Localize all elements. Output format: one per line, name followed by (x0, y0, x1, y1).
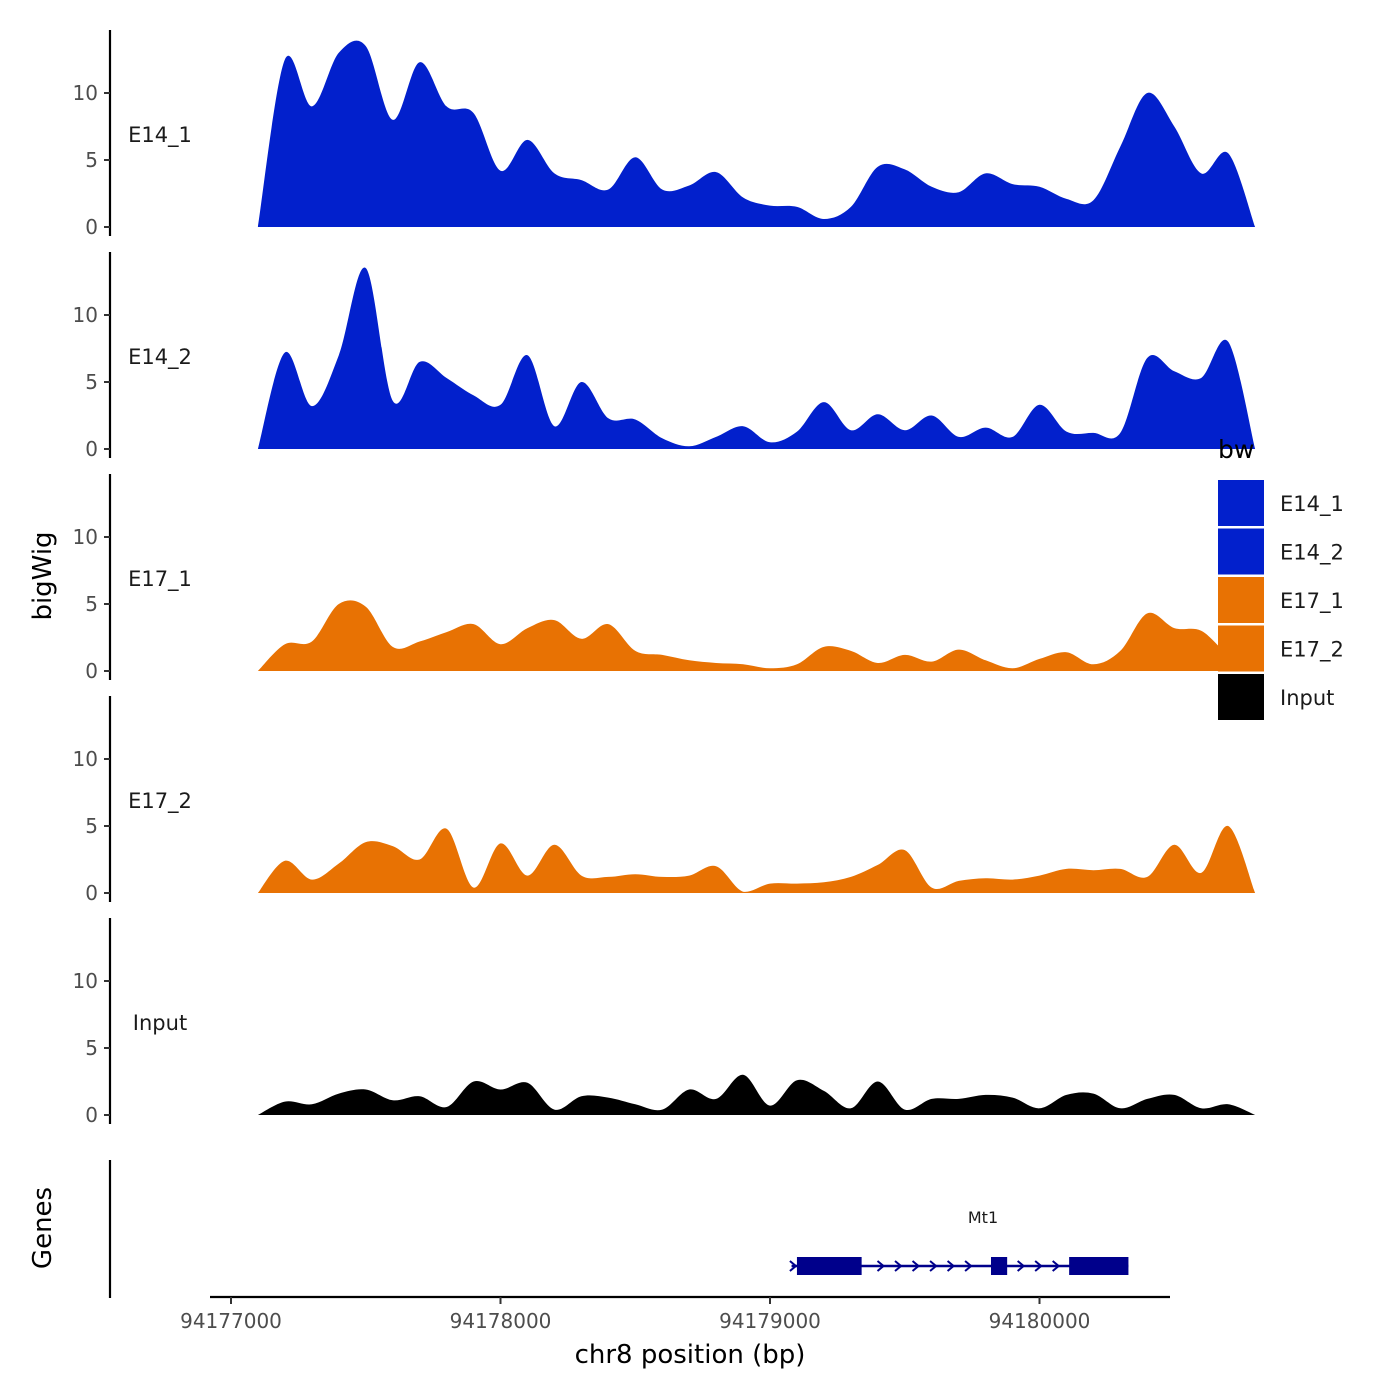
y-tick-label: 10 (73, 525, 98, 549)
y-tick-label: 0 (85, 659, 98, 683)
track-label-E17_1: E17_1 (128, 567, 192, 592)
track-E17_1: 0 5 10 E17_1 (73, 474, 1256, 683)
y-tick-label: 0 (85, 437, 98, 461)
y-tick-label: 5 (85, 370, 98, 394)
genes-axis-title: Genes (28, 1187, 58, 1269)
x-tick-label: 94177000 (180, 1309, 282, 1333)
genes-track: Mt1 (108, 1160, 1129, 1298)
signal-area-E17_2 (257, 825, 1256, 893)
legend-label-E14_1: E14_1 (1280, 492, 1344, 517)
track-label-E14_1: E14_1 (128, 123, 192, 148)
gene-strand-arrow (929, 1260, 938, 1272)
legend-label-E14_2: E14_2 (1280, 541, 1344, 566)
y-tick-label: 5 (85, 592, 98, 616)
gene-strand-arrow (1034, 1260, 1043, 1272)
legend-label-Input: Input (1280, 686, 1334, 710)
track-Input: 0 5 10 Input (73, 918, 1256, 1127)
legend-label-E17_2: E17_2 (1280, 638, 1344, 663)
legend: bw E14_1 E14_2 E17_1 E17_2 Input (1218, 435, 1344, 720)
gene-exon (990, 1257, 1008, 1275)
y-tick-label: 5 (85, 148, 98, 172)
gene-strand-arrow (964, 1260, 973, 1272)
legend-key-E17_2 (1218, 625, 1264, 672)
signal-area-E14_2 (257, 267, 1256, 449)
gene-strand-arrow (894, 1260, 903, 1272)
legend-key-E14_2 (1218, 528, 1264, 575)
tracks-layer: 0 5 10 E14_1 0 5 10 E14_2 0 5 10 E17_1 0 5 10 E17_2 0 5 10… (73, 30, 1256, 1127)
gene-name-label: Mt1 (968, 1208, 998, 1227)
track-E14_2: 0 5 10 E14_2 (73, 252, 1256, 461)
y-tick-label: 5 (85, 1036, 98, 1060)
y-tick-label: 10 (73, 747, 98, 771)
gene-strand-arrow (911, 1260, 921, 1272)
y-tick-label: 10 (73, 81, 98, 105)
track-E17_2: 0 5 10 E17_2 (73, 696, 1256, 905)
gene-strand-arrow (876, 1260, 886, 1272)
track-label-E14_2: E14_2 (128, 345, 192, 370)
x-axis: 94177000 94178000 94179000 94180000 (180, 1295, 1170, 1333)
legend-key-E17_1 (1218, 577, 1264, 623)
gene-strand-arrow (1016, 1260, 1026, 1272)
y-tick-label: 10 (73, 969, 98, 993)
gene-exon (1069, 1257, 1129, 1275)
signal-area-E17_1 (257, 600, 1256, 671)
gene-strand-arrow (789, 1260, 798, 1272)
x-tick-label: 94178000 (450, 1309, 552, 1333)
signal-area-E14_1 (257, 40, 1256, 227)
track-E14_1: 0 5 10 E14_1 (73, 30, 1256, 239)
gene-strand-arrow (1052, 1260, 1061, 1272)
gene-strand-arrow (946, 1260, 956, 1272)
y-tick-label: 0 (85, 881, 98, 905)
y-tick-label: 0 (85, 215, 98, 239)
legend-key-Input (1218, 674, 1264, 720)
track-label-Input: Input (133, 1011, 187, 1035)
x-tick-label: 94180000 (989, 1309, 1091, 1333)
track-label-E17_2: E17_2 (128, 789, 192, 814)
y-tick-label: 10 (73, 303, 98, 327)
y-tick-label: 0 (85, 1103, 98, 1127)
x-tick-label: 94179000 (719, 1309, 821, 1333)
gene-exon (796, 1257, 862, 1275)
y-axis-title: bigWig (28, 531, 58, 620)
legend-key-E14_1 (1218, 480, 1264, 526)
legend-label-E17_1: E17_1 (1280, 589, 1344, 614)
signal-area-Input (257, 1074, 1256, 1115)
y-tick-label: 5 (85, 814, 98, 838)
x-axis-title: chr8 position (bp) (575, 1340, 806, 1370)
legend-title: bw (1218, 435, 1254, 464)
